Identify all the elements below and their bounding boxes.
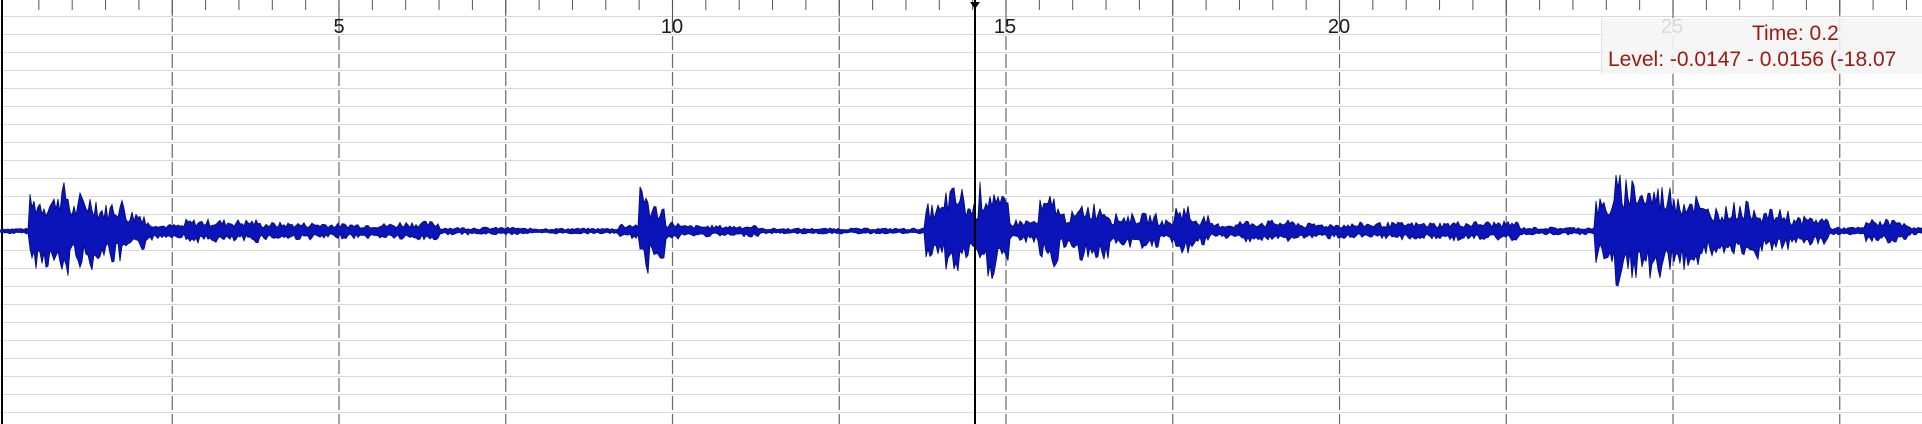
cursor-info-panel: Time: 0.2 Level: -0.0147 - 0.0156 (-18.0… (1601, 18, 1922, 74)
level-readout: Level: -0.0147 - 0.0156 (-18.07 (1608, 48, 1897, 71)
time-readout: Time: 0.2 (1752, 22, 1839, 45)
ruler-label-15: 15 (993, 16, 1017, 38)
ruler-label-5: 5 (333, 16, 345, 38)
ruler-label-10: 10 (660, 16, 684, 38)
time-ruler-ticks (38, 0, 1907, 22)
playhead-marker-icon[interactable] (970, 2, 980, 9)
ruler-label-20: 20 (1327, 16, 1351, 38)
waveform (3, 174, 1922, 287)
